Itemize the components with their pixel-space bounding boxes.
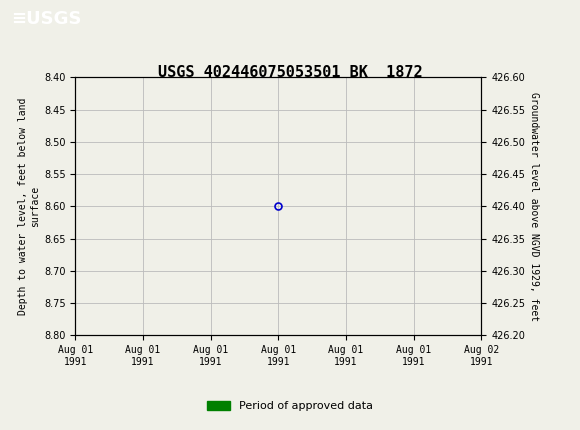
Legend: Period of approved data: Period of approved data bbox=[203, 396, 377, 416]
Text: USGS 402446075053501 BK  1872: USGS 402446075053501 BK 1872 bbox=[158, 64, 422, 80]
Y-axis label: Groundwater level above NGVD 1929, feet: Groundwater level above NGVD 1929, feet bbox=[530, 92, 539, 321]
Y-axis label: Depth to water level, feet below land
surface: Depth to water level, feet below land su… bbox=[19, 98, 40, 315]
Text: ≡USGS: ≡USGS bbox=[12, 10, 82, 28]
